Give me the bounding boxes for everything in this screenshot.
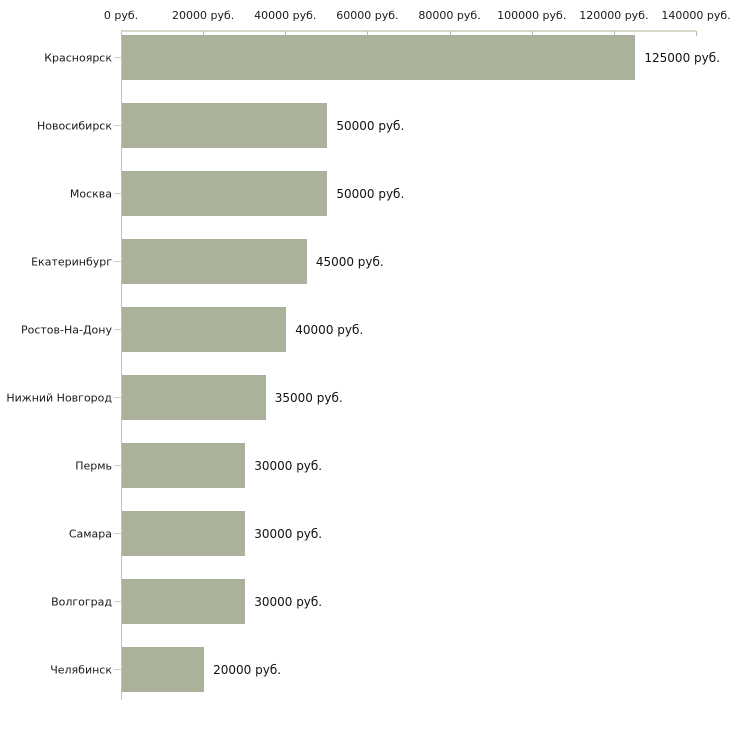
- category-tick-mark: [114, 125, 121, 126]
- value-label: 50000 руб.: [336, 186, 405, 201]
- bar-row: Ростов-На-Дону 40000 руб.: [0, 307, 730, 352]
- bar-row: Нижний Новгород 35000 руб.: [0, 375, 730, 420]
- bar-row: Красноярск 125000 руб.: [0, 35, 730, 80]
- value-label: 20000 руб.: [213, 662, 282, 677]
- x-axis-tick-mark: [613, 31, 615, 36]
- x-axis-tick-mark: [696, 31, 697, 36]
- bar-row: Москва 50000 руб.: [0, 171, 730, 216]
- value-label: 30000 руб.: [254, 526, 323, 541]
- x-axis-tick-mark: [285, 31, 287, 36]
- bar-row: Екатеринбург 45000 руб.: [0, 239, 730, 284]
- y-axis-line: [121, 31, 122, 700]
- bar: [122, 443, 246, 488]
- category-label: Новосибирск: [36, 119, 112, 132]
- x-axis-tick-label: 120000 руб.: [579, 9, 649, 22]
- bar: [122, 171, 328, 216]
- x-axis-tick-label: 0 руб.: [103, 9, 139, 22]
- value-label: 125000 руб.: [644, 50, 720, 65]
- bar: [122, 35, 636, 80]
- bar: [122, 579, 246, 624]
- x-axis-tick-mark: [203, 31, 205, 36]
- category-label: Челябинск: [50, 663, 112, 676]
- x-axis-tick-label: 20000 руб.: [172, 9, 235, 22]
- x-axis-line: [121, 30, 696, 32]
- x-axis-tick-label: 100000 руб.: [497, 9, 567, 22]
- bar-row: Пермь 30000 руб.: [0, 443, 730, 488]
- x-axis-tick-label: 60000 руб.: [336, 9, 399, 22]
- value-label: 50000 руб.: [336, 118, 405, 133]
- value-label: 35000 руб.: [274, 390, 343, 405]
- bar: [122, 511, 246, 556]
- bar-row: Самара 30000 руб.: [0, 511, 730, 556]
- category-label: Москва: [69, 187, 112, 200]
- value-label: 45000 руб.: [315, 254, 384, 269]
- category-tick-mark: [114, 57, 121, 58]
- bar: [122, 103, 328, 148]
- category-label: Екатеринбург: [31, 255, 112, 268]
- category-tick-mark: [114, 533, 121, 534]
- x-axis-tick-mark: [367, 31, 369, 36]
- x-axis-tick-label: 140000 руб.: [661, 9, 730, 22]
- category-tick-mark: [114, 465, 121, 466]
- category-label: Пермь: [75, 459, 112, 472]
- category-tick-mark: [114, 193, 121, 194]
- bar: [122, 307, 287, 352]
- category-label: Волгоград: [51, 595, 112, 608]
- x-axis-tick-mark: [531, 31, 533, 36]
- category-label: Самара: [68, 527, 112, 540]
- category-tick-mark: [114, 261, 121, 262]
- value-label: 40000 руб.: [295, 322, 364, 337]
- bar-row: Челябинск 20000 руб.: [0, 647, 730, 692]
- x-axis-tick-label: 80000 руб.: [418, 9, 481, 22]
- x-axis-tick-label: 40000 руб.: [254, 9, 317, 22]
- category-label: Красноярск: [44, 51, 112, 64]
- bar-row: Новосибирск 50000 руб.: [0, 103, 730, 148]
- category-label: Ростов-На-Дону: [20, 323, 112, 336]
- category-tick-mark: [114, 329, 121, 330]
- x-axis-tick-mark: [449, 31, 451, 36]
- bar-row: Волгоград 30000 руб.: [0, 579, 730, 624]
- bar: [122, 239, 307, 284]
- category-tick-mark: [114, 669, 121, 670]
- category-tick-mark: [114, 601, 121, 602]
- bar: [122, 375, 266, 420]
- category-label: Нижний Новгород: [6, 391, 112, 404]
- bar: [122, 647, 205, 692]
- category-tick-mark: [114, 397, 121, 398]
- value-label: 30000 руб.: [254, 594, 323, 609]
- value-label: 30000 руб.: [254, 458, 323, 473]
